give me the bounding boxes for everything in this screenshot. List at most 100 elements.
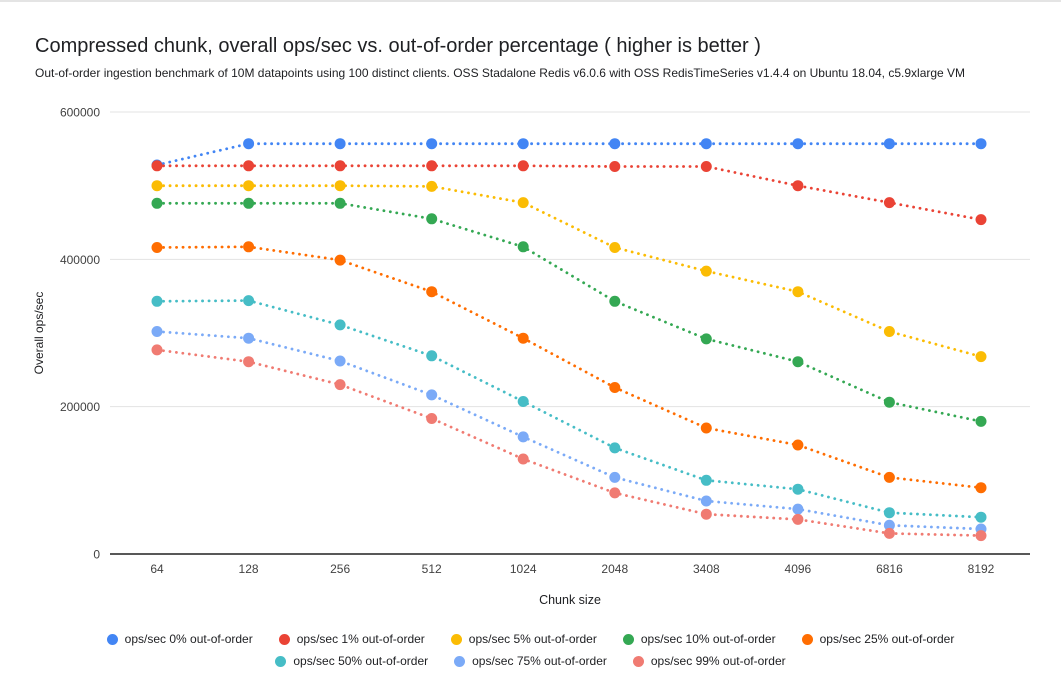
data-point [334, 319, 346, 331]
legend-marker-dot [632, 655, 644, 667]
data-point [609, 442, 621, 454]
data-point [700, 495, 712, 507]
legend-marker-dot [450, 633, 462, 645]
data-point [426, 138, 438, 150]
data-point [334, 254, 346, 266]
data-point [243, 138, 255, 150]
data-point [700, 265, 712, 277]
legend-label: ops/sec 75% out-of-order [472, 654, 607, 668]
x-axis-title: Chunk size [539, 593, 601, 607]
data-point [334, 160, 346, 172]
data-point [243, 160, 255, 172]
data-point [517, 396, 529, 407]
y-tick-label: 200000 [60, 400, 100, 414]
x-tick-label: 4096 [785, 562, 812, 576]
data-point [517, 332, 529, 344]
data-point [517, 197, 529, 209]
x-tick-label: 128 [239, 562, 259, 576]
series-line [155, 245, 983, 490]
data-point [151, 295, 163, 307]
legend-marker-dot [106, 633, 118, 645]
data-point [883, 507, 895, 519]
series-line [155, 142, 983, 167]
data-point [975, 138, 987, 150]
data-point [700, 161, 712, 172]
series-line [155, 201, 983, 423]
legend-row-2: ops/sec 50% out-of-order ops/sec 75% out-… [0, 650, 1061, 672]
series-line [155, 330, 983, 531]
series-line [155, 348, 983, 537]
legend-label: ops/sec 25% out-of-order [819, 632, 955, 646]
data-point [334, 355, 346, 367]
legend-item: ops/sec 5% out-of-order [450, 632, 597, 646]
data-point [426, 180, 438, 192]
x-tick-label: 3408 [693, 562, 720, 576]
data-point [975, 214, 987, 226]
data-point [426, 413, 438, 424]
data-point [334, 197, 346, 209]
data-point [975, 511, 987, 523]
data-point [609, 138, 621, 150]
data-point [975, 351, 987, 363]
series-line [155, 164, 983, 221]
legend-label: ops/sec 10% out-of-order [640, 632, 776, 646]
legend-marker-dot [454, 655, 466, 667]
data-point [151, 344, 163, 356]
data-point [609, 242, 621, 253]
data-point [151, 242, 163, 253]
data-point [700, 333, 712, 345]
legend-row-1: ops/sec 0% out-of-order ops/sec 1% out-of… [0, 628, 1061, 650]
data-point [883, 519, 895, 531]
x-tick-label: 6816 [876, 562, 903, 576]
legend-label: ops/sec 50% out-of-order [293, 654, 429, 668]
data-point [792, 483, 804, 495]
page-title: Compressed chunk, overall ops/sec vs. ou… [35, 35, 761, 57]
y-tick-label: 400000 [60, 253, 100, 267]
page-subtitle: Out-of-order ingestion benchmark of 10M … [35, 66, 966, 80]
data-point [792, 286, 804, 298]
data-point [426, 389, 438, 401]
data-point [975, 530, 987, 542]
data-point [517, 453, 529, 465]
x-tick-label: 2048 [601, 562, 628, 576]
y-tick-label: 0 [93, 548, 100, 562]
data-point [151, 180, 163, 192]
legend-item: ops/sec 99% out-of-order [632, 654, 786, 668]
data-point [792, 356, 804, 368]
data-point [609, 487, 621, 499]
legend-item: ops/sec 50% out-of-order [275, 654, 428, 668]
legend-item: ops/sec 10% out-of-order [622, 632, 776, 646]
legend-label: ops/sec 99% out-of-order [650, 654, 786, 668]
data-point [517, 431, 529, 443]
data-point [243, 180, 255, 192]
legend-marker-dot [801, 633, 813, 645]
data-point [792, 513, 804, 525]
data-point [792, 180, 804, 192]
data-point [975, 482, 987, 494]
data-point [883, 138, 895, 150]
y-axis-title: Overall ops/sec [32, 291, 46, 375]
data-point [792, 439, 804, 451]
legend-label: ops/sec 1% out-of-order [296, 632, 425, 646]
x-tick-label: 64 [150, 562, 164, 576]
data-point [883, 326, 895, 337]
legend-marker-dot [622, 633, 634, 645]
legend: ops/sec 0% out-of-order ops/sec 1% out-of… [0, 628, 1061, 672]
data-point [883, 197, 895, 209]
data-point [426, 213, 438, 225]
data-point [975, 415, 987, 427]
data-point [700, 474, 712, 486]
data-point [151, 197, 163, 209]
x-tick-label: 512 [422, 562, 442, 576]
x-tick-label: 1024 [510, 562, 537, 576]
data-point [609, 295, 621, 307]
data-point [334, 138, 346, 150]
legend-label: ops/sec 0% out-of-order [124, 632, 253, 646]
data-point [883, 527, 895, 539]
legend-label: ops/sec 5% out-of-order [468, 632, 597, 646]
data-point [609, 161, 621, 172]
data-point [426, 286, 438, 298]
data-point [243, 356, 255, 368]
data-point [517, 138, 529, 150]
data-point [609, 382, 621, 393]
